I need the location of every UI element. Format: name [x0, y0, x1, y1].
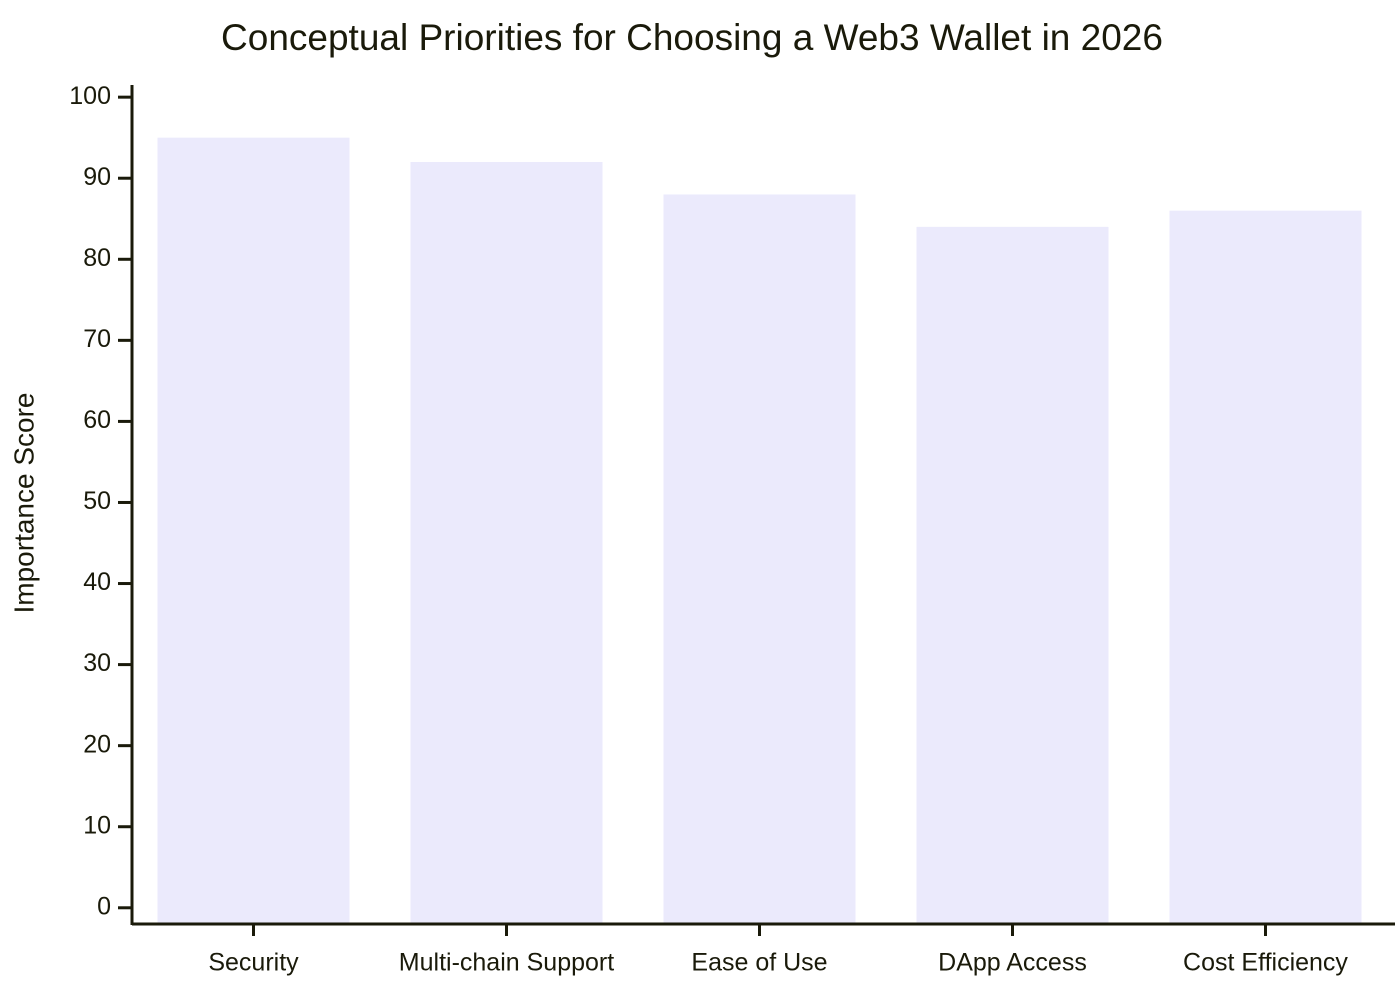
bar — [1169, 210, 1362, 924]
y-tick-label: 40 — [83, 568, 111, 596]
y-tick-label: 60 — [83, 406, 111, 434]
y-tick-label: 20 — [83, 730, 111, 758]
y-tick-label: 70 — [83, 325, 111, 353]
y-tick-label: 80 — [83, 244, 111, 272]
bar — [157, 137, 350, 925]
x-tick-label: Security — [208, 949, 299, 977]
y-tick-label: 90 — [83, 163, 111, 191]
bar — [916, 226, 1109, 924]
chart-title: Conceptual Priorities for Choosing a Web… — [221, 17, 1163, 58]
bar — [410, 162, 603, 925]
y-axis-label: Importance Score — [8, 393, 39, 614]
x-tick-label: DApp Access — [938, 949, 1087, 977]
y-tick-label: 10 — [83, 811, 111, 839]
bar — [663, 194, 856, 924]
y-tick-label: 30 — [83, 649, 111, 677]
y-tick-label: 0 — [97, 892, 111, 920]
y-tick-label: 100 — [69, 82, 111, 110]
x-tick-label: Cost Efficiency — [1183, 949, 1348, 977]
x-tick-label: Ease of Use — [691, 949, 827, 977]
x-tick-label: Multi-chain Support — [399, 949, 614, 977]
y-tick-label: 50 — [83, 487, 111, 515]
